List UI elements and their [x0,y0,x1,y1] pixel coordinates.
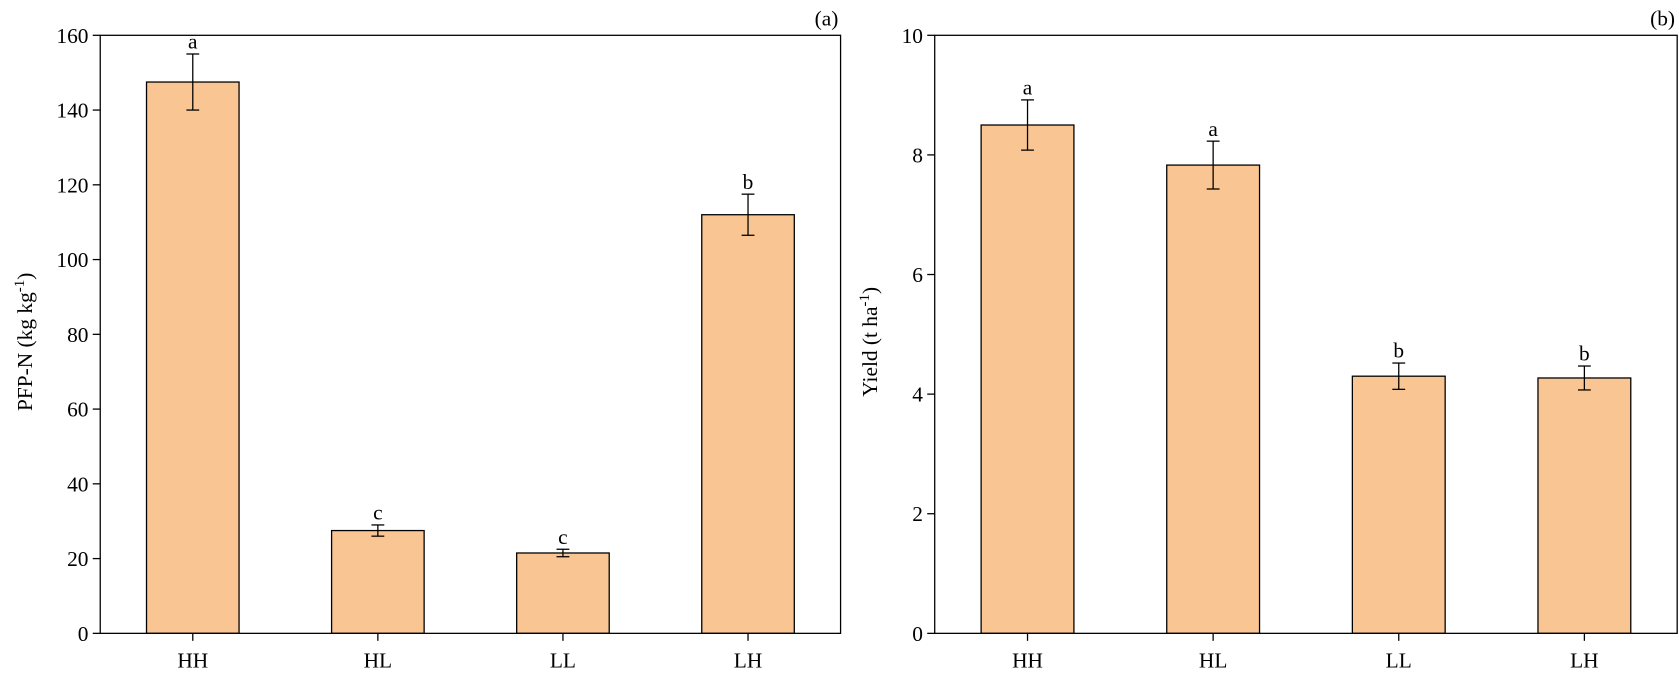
y-axis-label-superscript: -1 [857,294,873,306]
x-tick-label: LL [1386,649,1412,673]
panel-label: (b) [1650,7,1675,31]
y-axis-label-part: ) [858,287,882,294]
y-tick-label: 4 [912,383,923,407]
significance-letter: b [743,170,754,194]
y-axis-label: PFP-N (kg kg-1) [12,273,37,411]
y-tick-label: 20 [67,547,88,571]
y-tick-label: 40 [67,472,88,496]
y-tick-label: 2 [912,502,923,526]
x-tick-label: HL [1199,649,1228,673]
y-tick-label: 60 [67,398,88,422]
error-bar [371,524,385,537]
error-bar [556,548,570,558]
error-bar [1392,362,1406,390]
significance-letter: b [1579,342,1590,366]
y-tick-label: 8 [912,143,923,167]
error-bar [1577,365,1591,391]
x-tick-label: LH [734,649,763,673]
bar [980,124,1075,634]
panel-label: (a) [815,7,839,31]
error-bar [741,193,755,236]
bar [516,552,610,634]
y-tick-label: 160 [56,24,88,48]
x-tick-label: HH [1012,649,1043,673]
bar [1351,375,1446,634]
bar [1166,164,1261,634]
significance-letter: a [1208,117,1218,141]
y-axis-label-superscript: -1 [12,280,28,292]
error-bar [186,53,200,111]
x-tick-label: HL [364,649,393,673]
significance-letter: c [558,525,568,549]
y-axis-label-part: ) [13,273,37,280]
plot-frame [934,34,1678,634]
y-tick-label: 120 [56,173,88,197]
x-tick-label: LL [550,649,576,673]
x-tick-label: HH [177,649,208,673]
y-axis-label-part: PFP-N (kg kg [13,292,37,411]
y-axis-label: Yield (t ha-1) [857,287,882,397]
error-bar [1021,99,1034,151]
y-axis-label-part: Yield (t ha [858,306,882,397]
y-tick-label: 140 [56,99,88,123]
y-tick-label: 6 [912,263,923,287]
bar [145,81,240,634]
bar [701,214,795,634]
x-tick-label: LH [1570,649,1599,673]
error-bar [1206,140,1220,190]
significance-letter: b [1393,339,1404,363]
y-tick-label: 0 [78,622,89,646]
plot-frame [99,34,842,634]
significance-letter: a [188,30,198,54]
bar [1537,377,1632,634]
y-tick-label: 10 [902,24,923,48]
significance-letter: c [373,501,383,525]
bar [330,529,425,634]
y-tick-label: 0 [912,622,923,646]
y-tick-label: 100 [56,248,88,272]
significance-letter: a [1023,76,1033,100]
y-tick-label: 80 [67,323,88,347]
